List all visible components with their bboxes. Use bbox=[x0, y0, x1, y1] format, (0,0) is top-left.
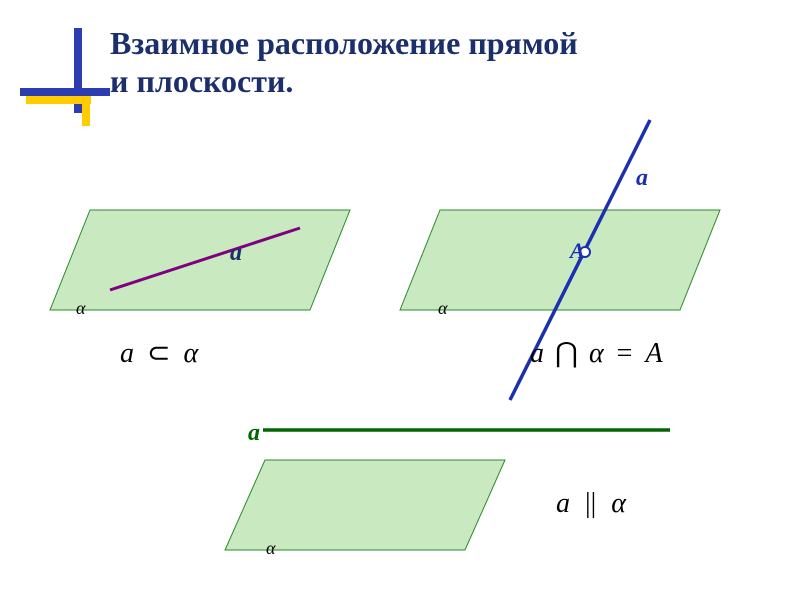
label-a-d2: a bbox=[636, 165, 648, 192]
label-a-d3: a bbox=[248, 420, 260, 447]
formula-intersect: a ⋂ α = A bbox=[530, 336, 663, 370]
f2-mid: α bbox=[589, 338, 604, 369]
label-point-A: A bbox=[570, 238, 585, 264]
f2-eq: = bbox=[611, 338, 639, 369]
f1-left: a bbox=[120, 338, 134, 369]
label-alpha-d2: α bbox=[438, 298, 447, 319]
f2-right: A bbox=[645, 338, 662, 369]
label-alpha-d3: α bbox=[266, 538, 275, 559]
plane-d3 bbox=[225, 460, 505, 550]
label-a-d1: a bbox=[230, 240, 242, 267]
diagram-canvas bbox=[0, 0, 800, 600]
f2-op: ⋂ bbox=[551, 338, 582, 369]
formula-parallel: a || α bbox=[556, 488, 626, 520]
label-alpha-d1: α bbox=[76, 298, 85, 319]
plane-d2 bbox=[400, 210, 720, 310]
f3-op: || bbox=[577, 488, 604, 519]
f1-op: ⊂ bbox=[141, 338, 176, 369]
f3-right: α bbox=[611, 488, 626, 519]
f2-left: a bbox=[530, 338, 544, 369]
f1-right: α bbox=[183, 338, 198, 369]
f3-left: a bbox=[556, 488, 570, 519]
formula-subset: a ⊂ α bbox=[120, 336, 198, 370]
